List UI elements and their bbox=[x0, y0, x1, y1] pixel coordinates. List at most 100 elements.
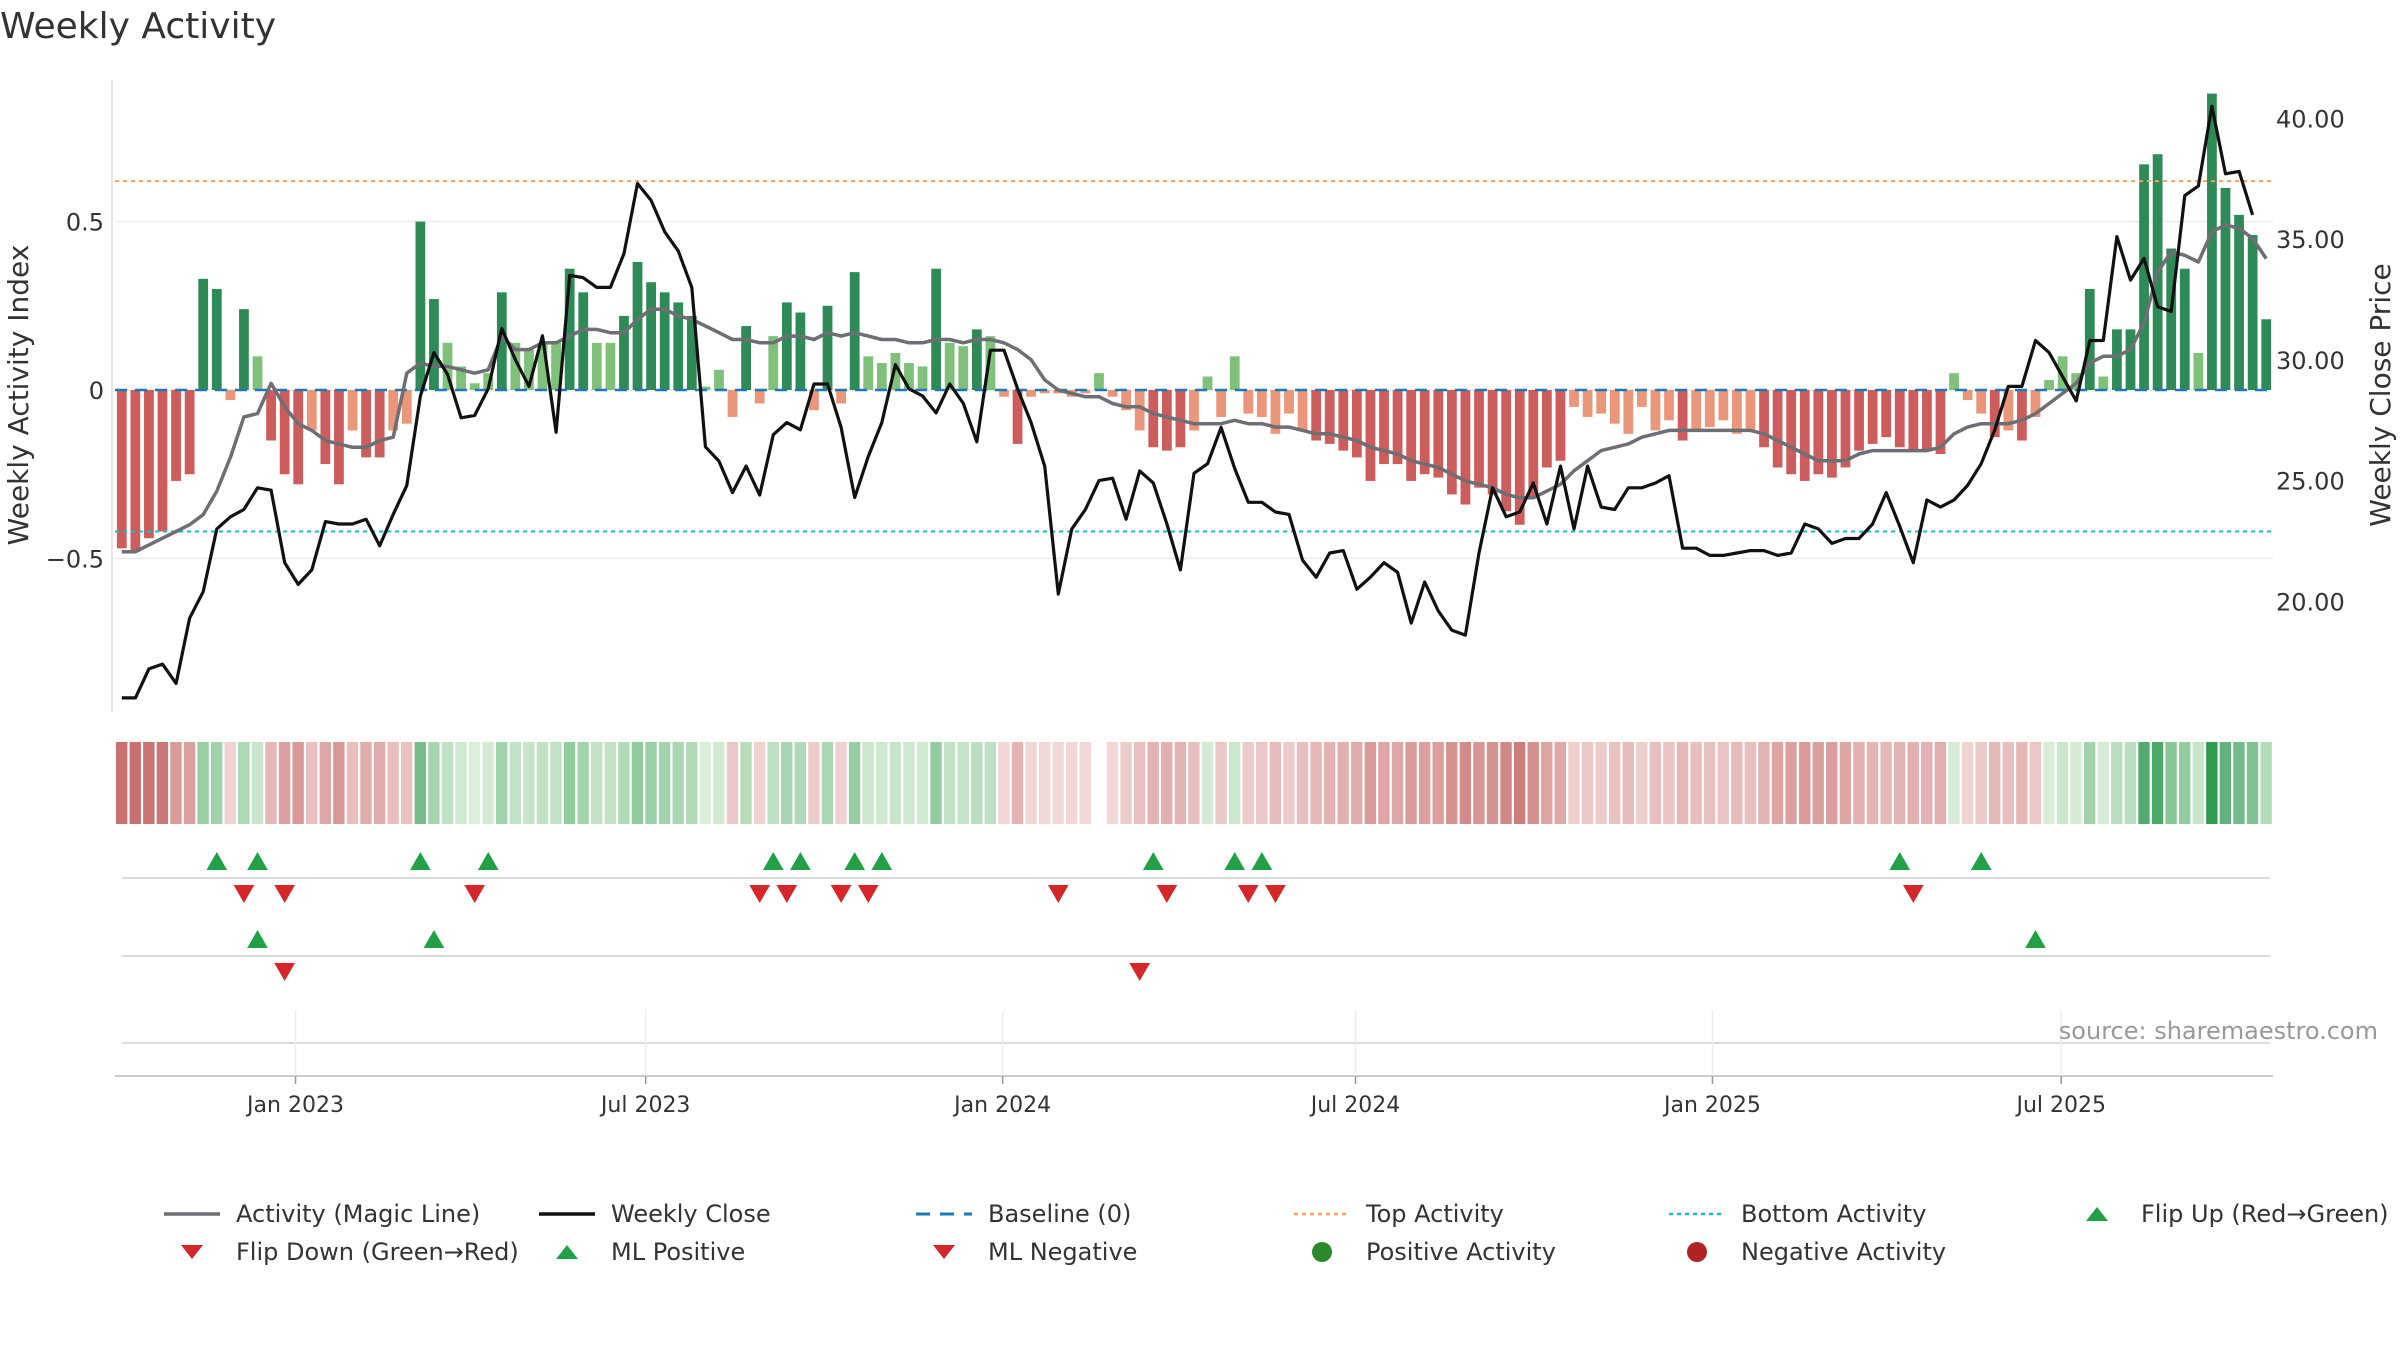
heat-cell bbox=[129, 742, 141, 824]
heat-cell bbox=[1025, 742, 1037, 824]
activity-bar bbox=[876, 363, 887, 390]
flip-up-marker bbox=[844, 852, 866, 870]
activity-bar bbox=[958, 346, 969, 390]
activity-bar bbox=[1161, 390, 1172, 451]
activity-bar bbox=[306, 390, 317, 431]
activity-bar bbox=[1297, 390, 1308, 431]
x-tick-label: Jan 2025 bbox=[1662, 1093, 1761, 1118]
y2-tick-label: 30.00 bbox=[2276, 347, 2345, 375]
activity-bar bbox=[931, 268, 942, 390]
heat-cell bbox=[1174, 742, 1187, 824]
activity-bar bbox=[822, 305, 833, 390]
heat-cell bbox=[1459, 742, 1472, 824]
flip-marker-rows: Jan 2023 Jul 2023 Jan 2024 Jul 2024 Jan 2025… bbox=[115, 852, 2273, 1118]
activity-bar bbox=[1827, 390, 1837, 478]
activity-bar bbox=[1976, 390, 1987, 414]
activity-bar bbox=[659, 292, 670, 390]
heat-cell bbox=[414, 742, 426, 824]
heat-cell bbox=[2097, 742, 2109, 824]
activity-bar bbox=[781, 302, 792, 390]
activity-bar bbox=[1121, 390, 1132, 411]
heat-cell bbox=[387, 742, 399, 824]
legend-label: Flip Up (Red→Green) bbox=[2141, 1200, 2389, 1228]
x-tick-label: Jul 2024 bbox=[1309, 1093, 1401, 1118]
activity-bar bbox=[727, 390, 738, 417]
magic-line bbox=[121, 223, 2268, 554]
flip-down-marker bbox=[749, 885, 771, 903]
y-tick-label: 0 bbox=[89, 377, 104, 405]
activity-bar bbox=[1487, 390, 1498, 495]
activity-bar bbox=[863, 356, 874, 390]
heat-cell bbox=[645, 742, 657, 824]
activity-bar bbox=[1840, 390, 1851, 468]
activity-bar bbox=[252, 356, 263, 390]
activity-bar bbox=[2030, 390, 2041, 417]
heat-cell bbox=[1717, 742, 1729, 824]
heat-cell bbox=[1622, 742, 1634, 824]
legend-label: Positive Activity bbox=[1366, 1238, 1556, 1266]
activity-bar bbox=[1243, 390, 1254, 414]
activity-bar bbox=[904, 363, 914, 390]
heat-cell bbox=[496, 742, 508, 824]
activity-bar bbox=[1284, 390, 1294, 414]
legend-swatch bbox=[1294, 1212, 1350, 1216]
activity-bar bbox=[1704, 390, 1715, 428]
heat-cell bbox=[1038, 742, 1051, 824]
heat-cell bbox=[1541, 742, 1553, 824]
flip-down-marker bbox=[857, 885, 879, 903]
activity-bar bbox=[1745, 390, 1756, 431]
activity-bar bbox=[1949, 373, 1959, 390]
activity-bar bbox=[1786, 390, 1797, 475]
heat-cell bbox=[1921, 742, 1933, 824]
activity-bar bbox=[741, 326, 751, 390]
activity-bar bbox=[347, 390, 358, 431]
activity-bar bbox=[401, 390, 412, 424]
y2-tick-label: 20.00 bbox=[2276, 588, 2345, 616]
activity-bar bbox=[1514, 390, 1525, 525]
heat-cell bbox=[563, 742, 576, 824]
heat-cell bbox=[1880, 742, 1892, 824]
activity-bar bbox=[1379, 390, 1389, 465]
heat-cell bbox=[1228, 742, 1241, 824]
x-tick-label: Jul 2025 bbox=[2015, 1093, 2107, 1118]
y2-tick-label: 35.00 bbox=[2276, 226, 2345, 254]
heat-cell bbox=[183, 742, 196, 824]
heat-cell bbox=[1676, 742, 1689, 824]
heat-cell bbox=[740, 742, 752, 824]
heat-cell bbox=[2151, 742, 2164, 824]
x-tick-label: Jan 2023 bbox=[245, 1093, 344, 1118]
legend-item: Activity (Magic Line) bbox=[160, 1200, 480, 1228]
activity-bar bbox=[1202, 376, 1213, 390]
heat-cell bbox=[903, 742, 915, 824]
activity-bar bbox=[1528, 390, 1539, 498]
activity-bar bbox=[646, 282, 656, 390]
x-tick-label: Jul 2023 bbox=[599, 1093, 691, 1118]
activity-bar bbox=[1596, 390, 1607, 414]
heat-cell bbox=[2165, 742, 2177, 824]
activity-bar bbox=[144, 390, 154, 539]
heat-cell bbox=[1106, 742, 1119, 824]
heat-cell bbox=[1703, 742, 1716, 824]
heat-cell bbox=[1975, 742, 1987, 824]
heat-cell bbox=[401, 742, 413, 824]
activity-bar bbox=[605, 342, 616, 390]
activity-bar bbox=[795, 312, 806, 390]
activity-bar bbox=[1012, 390, 1023, 444]
y2-tick-label: 40.00 bbox=[2276, 105, 2345, 133]
activity-bar bbox=[809, 390, 819, 411]
heat-cell bbox=[713, 742, 725, 824]
heat-cell bbox=[306, 742, 318, 824]
activity-bar bbox=[524, 349, 534, 390]
ml-positive-marker bbox=[423, 930, 445, 948]
legend-label: Baseline (0) bbox=[988, 1200, 1132, 1228]
activity-bar bbox=[686, 315, 697, 390]
legend-swatch bbox=[556, 1245, 578, 1259]
heat-cell bbox=[2192, 742, 2204, 824]
heat-cell bbox=[821, 742, 834, 824]
heat-cell bbox=[943, 742, 956, 824]
heat-cell bbox=[292, 742, 304, 824]
heat-cell bbox=[957, 742, 969, 824]
activity-bar bbox=[1989, 390, 2000, 438]
heat-cell bbox=[1066, 742, 1078, 824]
activity-heat-strip bbox=[116, 742, 2272, 824]
